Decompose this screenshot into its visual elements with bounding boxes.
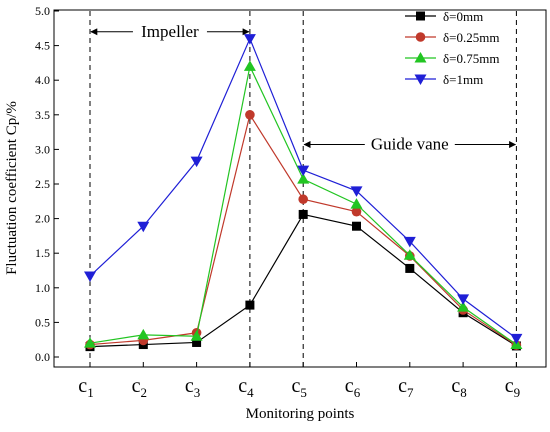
data-point — [243, 34, 256, 45]
legend-label: δ=0.25mm — [443, 30, 499, 45]
y-tick-label: 0.0 — [35, 350, 50, 364]
x-tick-label: c2 — [132, 375, 147, 400]
series-group — [84, 34, 523, 352]
y-tick-label: 4.5 — [35, 39, 50, 53]
x-axis: c1 c2 c3 c4 c5 c6 c7 c8 c9 — [78, 362, 520, 400]
legend-marker — [414, 52, 427, 63]
data-point — [350, 198, 363, 209]
data-point — [405, 263, 415, 273]
data-point — [243, 60, 256, 71]
legend-item: δ=1mm — [405, 72, 483, 87]
data-point — [137, 221, 150, 233]
data-point — [84, 271, 96, 283]
data-point — [297, 165, 310, 177]
data-point — [298, 194, 309, 205]
data-point — [510, 333, 523, 345]
y-tick-label: 4.0 — [35, 73, 50, 87]
y-tick-label: 1.0 — [35, 281, 50, 295]
x-tick-label: c5 — [292, 375, 307, 400]
series-4 — [84, 34, 523, 345]
legend-marker — [414, 74, 427, 85]
plot-frame — [53, 9, 547, 368]
y-tick-label: 1.5 — [35, 246, 50, 260]
data-point — [350, 186, 363, 197]
annotation-bg — [364, 133, 455, 154]
x-tick-label: c1 — [78, 375, 93, 400]
legend-marker — [416, 11, 425, 21]
data-point — [137, 328, 150, 340]
legend-item: δ=0.75mm — [405, 51, 499, 66]
data-point — [190, 156, 203, 168]
annotation-label: Guide vane — [371, 135, 449, 154]
data-point — [84, 337, 96, 348]
data-point — [190, 330, 203, 341]
data-point — [352, 221, 361, 231]
y-tick-label: 0.5 — [35, 315, 50, 329]
x-tick-label: c7 — [398, 375, 414, 400]
x-tick-label: c3 — [185, 375, 200, 400]
annotation-label: Impeller — [141, 22, 199, 41]
annotations: Impeller Guide vane — [90, 20, 517, 154]
data-point — [245, 300, 255, 310]
data-point — [403, 249, 416, 260]
legend-item: δ=0mm — [405, 9, 483, 24]
x-tick-label: c8 — [451, 375, 466, 400]
x-tick-label: c9 — [505, 375, 520, 400]
data-point — [245, 110, 255, 120]
y-tick-label: 2.0 — [35, 212, 50, 226]
data-point — [351, 206, 362, 217]
y-tick-label: 3.0 — [35, 142, 50, 156]
data-point — [457, 294, 470, 305]
legend: δ=0mm δ=0.25mm δ=0.75mm δ=1mm — [405, 9, 499, 87]
legend-label: δ=0mm — [443, 9, 483, 24]
legend-marker — [415, 32, 426, 42]
data-point — [192, 337, 202, 347]
legend-item: δ=0.25mm — [405, 30, 499, 45]
legend-label: δ=1mm — [443, 72, 483, 87]
y-tick-label: 2.5 — [35, 177, 50, 191]
data-point — [297, 173, 310, 184]
legend-label: δ=0.75mm — [443, 51, 499, 66]
y-axis-title: Fluctuation coefficient Cp/% — [4, 101, 20, 275]
y-tick-label: 3.5 — [35, 108, 50, 122]
data-point — [403, 236, 416, 248]
data-point — [457, 301, 470, 312]
y-axis: 0.0 0.5 1.0 1.5 2.0 2.5 3.0 3.5 4.0 4.5 5.0 — [35, 4, 59, 364]
annotation-bg — [132, 20, 207, 41]
x-tick-label: c4 — [238, 375, 254, 400]
x-tick-label: c6 — [345, 375, 361, 400]
x-axis-title: Monitoring points — [246, 406, 355, 422]
y-tick-label: 5.0 — [35, 4, 50, 18]
data-point — [298, 209, 308, 219]
